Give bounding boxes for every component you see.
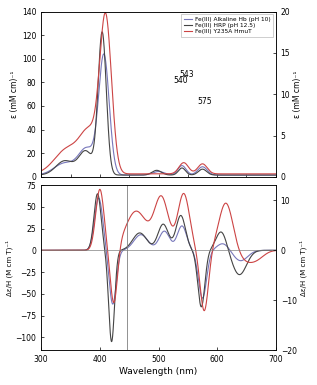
Text: 543: 543 [179,70,194,79]
Fe(III) HRP (pH 12.5) [201,167,204,171]
Fe(III) Y235A HmuT [63,146,67,151]
Fe(III) Alkaline Hb (pH 10) [143,172,147,177]
Fe(III) Y235A HmuT [39,169,43,173]
Y-axis label: Δε/H (M cm T)⁻¹: Δε/H (M cm T)⁻¹ [300,240,307,296]
Fe(III) Alkaline Hb (pH 10) [274,173,278,177]
Fe(III) Y235A HmuT [143,172,147,176]
Fe(III) HRP (pH 12.5) [143,172,147,177]
Fe(III) Alkaline Hb (pH 10) [39,172,43,176]
Fe(III) Alkaline Hb (pH 10) [134,173,138,177]
Fe(III) HRP (pH 12.5) [223,173,226,177]
Y-axis label: ε (mM cm)⁻¹: ε (mM cm)⁻¹ [10,70,19,118]
Line: Fe(III) Alkaline Hb (pH 10): Fe(III) Alkaline Hb (pH 10) [41,54,276,175]
Fe(III) HRP (pH 12.5) [39,172,43,177]
Line: Fe(III) HRP (pH 12.5): Fe(III) HRP (pH 12.5) [41,32,276,175]
Fe(III) Alkaline Hb (pH 10) [227,173,230,177]
Y-axis label: ε (mM cm)⁻¹: ε (mM cm)⁻¹ [293,70,302,118]
Fe(III) Alkaline Hb (pH 10) [63,160,67,165]
Fe(III) HRP (pH 12.5) [100,30,104,34]
Fe(III) Y235A HmuT [201,162,204,166]
Fe(III) Y235A HmuT [242,172,246,176]
Fe(III) Alkaline Hb (pH 10) [242,173,246,177]
Fe(III) HRP (pH 12.5) [274,173,278,177]
Fe(III) Alkaline Hb (pH 10) [223,173,226,177]
Fe(III) Y235A HmuT [134,172,138,176]
X-axis label: Wavelength (nm): Wavelength (nm) [120,367,197,376]
Text: 540: 540 [173,76,188,85]
Fe(III) HRP (pH 12.5) [63,158,67,163]
Line: Fe(III) Y235A HmuT: Fe(III) Y235A HmuT [41,13,276,174]
Fe(III) Y235A HmuT [223,172,226,176]
Fe(III) Y235A HmuT [227,172,230,176]
Fe(III) Alkaline Hb (pH 10) [102,52,106,56]
Y-axis label: Δε/H (M cm T)⁻¹: Δε/H (M cm T)⁻¹ [5,240,13,296]
Fe(III) HRP (pH 12.5) [236,173,240,177]
Fe(III) Alkaline Hb (pH 10) [201,164,204,169]
Fe(III) Y235A HmuT [274,172,278,176]
Fe(III) HRP (pH 12.5) [227,173,230,177]
Fe(III) Y235A HmuT [103,10,107,15]
Text: 575: 575 [197,97,211,106]
Legend: Fe(III) Alkaline Hb (pH 10), Fe(III) HRP (pH 12.5), Fe(III) Y235A HmuT: Fe(III) Alkaline Hb (pH 10), Fe(III) HRP… [181,15,273,37]
Fe(III) HRP (pH 12.5) [134,173,138,177]
